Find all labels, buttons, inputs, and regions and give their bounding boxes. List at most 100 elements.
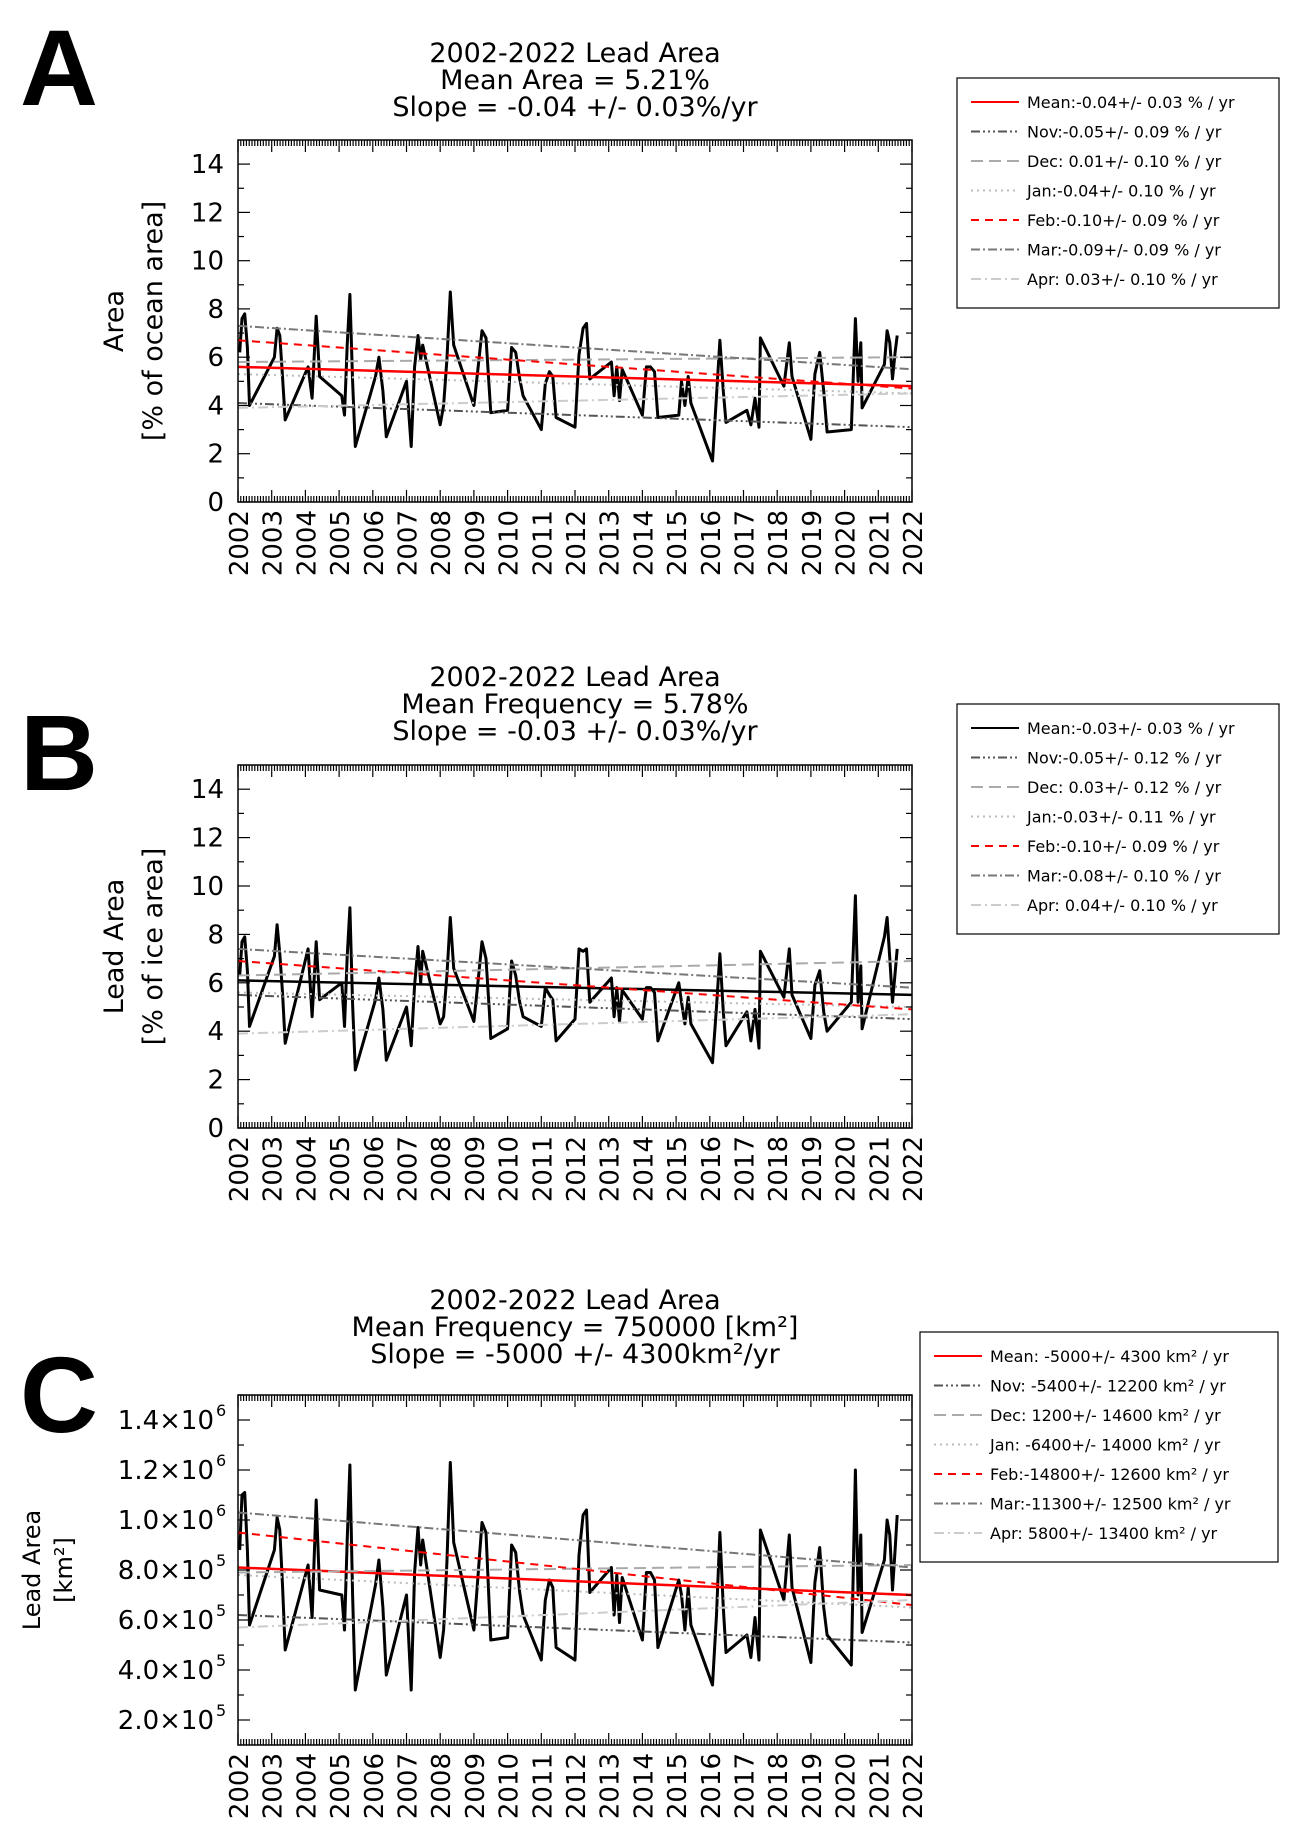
x-tick-label: 2011 — [528, 1136, 558, 1202]
y-axis-label: Lead Area — [99, 879, 130, 1015]
y-tick-label: 8.0×10 — [118, 1556, 214, 1586]
x-tick-label: 2014 — [629, 1136, 659, 1202]
x-tick-label: 2019 — [798, 1136, 828, 1202]
y-tick-label: 1.2×10 — [118, 1456, 214, 1486]
legend-label-jan: Jan: -6400+/- 14000 km² / yr — [989, 1436, 1221, 1455]
y-ticks — [238, 1394, 912, 1721]
x-tick-label: 2006 — [360, 510, 390, 576]
x-tick-label: 2007 — [394, 510, 424, 576]
legend-label-nov: Nov:-0.05+/- 0.12 % / yr — [1027, 749, 1222, 768]
y-tick-label: 4.0×10 — [118, 1656, 214, 1686]
legend-box — [919, 1331, 1279, 1563]
x-tick-label: 2005 — [326, 1136, 356, 1202]
y-tick-label: 2.0×10 — [118, 1706, 214, 1736]
y-tick-label: 1.0×10 — [118, 1506, 214, 1536]
lead-area-series-line — [238, 894, 899, 1072]
panel-letter: C — [20, 1334, 98, 1455]
x-tick-label: 2011 — [528, 510, 558, 576]
trend-line-jan — [238, 1574, 912, 1609]
x-tick-label: 2022 — [899, 510, 929, 576]
trend-line-dec — [238, 960, 912, 977]
legend-label-dec: Dec: 0.03+/- 0.12 % / yr — [1027, 778, 1222, 797]
x-tick-label: 2004 — [292, 1136, 322, 1202]
trend-line-apr — [238, 1013, 912, 1035]
x-tick-label: 2002 — [225, 510, 255, 576]
x-tick-label: 2012 — [562, 1753, 592, 1819]
y-tick-label: 14 — [191, 150, 224, 180]
y-tick-label: 12 — [191, 824, 224, 854]
legend-label-mean: Mean: -5000+/- 4300 km² / yr — [990, 1347, 1229, 1366]
lead-area-series-line — [238, 1461, 899, 1692]
legend: Mean: -5000+/- 4300 km² / yr Nov: -5400+/… — [919, 1331, 1279, 1563]
legend-label-mar: Mar:-0.08+/- 0.10 % / yr — [1027, 867, 1221, 886]
x-tick-label: 2005 — [326, 1753, 356, 1819]
y-tick-exponent: 6 — [216, 1501, 226, 1520]
x-tick-label: 2013 — [596, 1136, 626, 1202]
y-tick-label: 8 — [207, 920, 224, 950]
legend-label-mean: Mean:-0.04+/- 0.03 % / yr — [1027, 93, 1235, 112]
legend-label-apr: Apr: 0.03+/- 0.10 % / yr — [1027, 270, 1218, 289]
y-ticks — [238, 163, 912, 503]
x-tick-label: 2015 — [663, 1753, 693, 1819]
x-tick-label: 2007 — [394, 1753, 424, 1819]
chart-subtitle-mean: Mean Frequency = 5.78% — [401, 689, 748, 720]
x-tick-label: 2012 — [562, 510, 592, 576]
y-ticks — [238, 788, 912, 1129]
trend-line-jan — [238, 373, 912, 395]
legend-box — [956, 77, 1280, 309]
y-tick-label: 2 — [207, 1066, 224, 1096]
y-axis-units: [km²] — [50, 1537, 78, 1603]
legend-label-jan: Jan:-0.04+/- 0.10 % / yr — [1026, 182, 1216, 201]
x-tick-label: 2017 — [731, 510, 761, 576]
lead-area-series-line — [238, 290, 899, 463]
y-axis-units: [% of ocean area] — [138, 201, 169, 441]
legend-label-mean: Mean:-0.03+/- 0.03 % / yr — [1027, 719, 1235, 738]
y-axis-units: [% of ice area] — [138, 848, 169, 1046]
plot-frame — [237, 139, 913, 503]
legend-label-feb: Feb:-0.10+/- 0.09 % / yr — [1027, 837, 1220, 856]
x-ticks — [237, 765, 913, 1128]
y-tick-label: 12 — [191, 198, 224, 228]
chart-subtitle-mean: Mean Area = 5.21% — [440, 65, 710, 96]
y-tick-exponent: 6 — [216, 1451, 226, 1470]
legend: Mean:-0.03+/- 0.03 % / yr Nov:-0.05+/- 0.… — [956, 703, 1280, 935]
y-tick-exponent: 5 — [216, 1701, 226, 1720]
x-tick-label: 2010 — [495, 510, 525, 576]
legend-label-apr: Apr: 0.04+/- 0.10 % / yr — [1027, 896, 1218, 915]
y-tick-label: 4 — [207, 391, 224, 421]
x-tick-label: 2003 — [259, 510, 289, 576]
panel-letter: B — [20, 692, 98, 813]
y-tick-exponent: 5 — [216, 1651, 226, 1670]
x-ticks — [237, 140, 913, 502]
legend-label-jan: Jan:-0.03+/- 0.11 % / yr — [1026, 808, 1216, 827]
x-tick-label: 2021 — [865, 1753, 895, 1819]
x-tick-label: 2013 — [596, 510, 626, 576]
legend: Mean:-0.04+/- 0.03 % / yr Nov:-0.05+/- 0.… — [956, 77, 1280, 309]
trend-line-feb — [238, 1531, 912, 1606]
x-tick-label: 2016 — [697, 510, 727, 576]
legend-label-nov: Nov:-0.05+/- 0.09 % / yr — [1027, 123, 1222, 142]
trend-line-apr — [238, 1599, 912, 1629]
x-tick-label: 2004 — [292, 1753, 322, 1819]
y-tick-label: 10 — [191, 872, 224, 902]
x-tick-label: 2015 — [663, 510, 693, 576]
y-tick-label: 0 — [207, 1114, 224, 1144]
x-tick-label: 2014 — [629, 510, 659, 576]
y-tick-label: 6 — [207, 343, 224, 373]
y-axis-label: Lead Area — [18, 1510, 46, 1631]
legend-label-dec: Dec: 0.01+/- 0.10 % / yr — [1027, 152, 1222, 171]
y-tick-exponent: 5 — [216, 1601, 226, 1620]
chart-title: 2002-2022 Lead Area — [429, 662, 720, 693]
y-tick-label: 8 — [207, 295, 224, 325]
x-tick-label: 2009 — [461, 1753, 491, 1819]
x-tick-label: 2010 — [495, 1753, 525, 1819]
x-tick-label: 2012 — [562, 1136, 592, 1202]
x-tick-label: 2020 — [832, 1753, 862, 1819]
trend-line-feb — [238, 339, 912, 390]
y-tick-exponent: 6 — [216, 1401, 226, 1420]
x-tick-label: 2021 — [865, 1136, 895, 1202]
panel-letter: A — [20, 7, 98, 128]
x-tick-label: 2015 — [663, 1136, 693, 1202]
